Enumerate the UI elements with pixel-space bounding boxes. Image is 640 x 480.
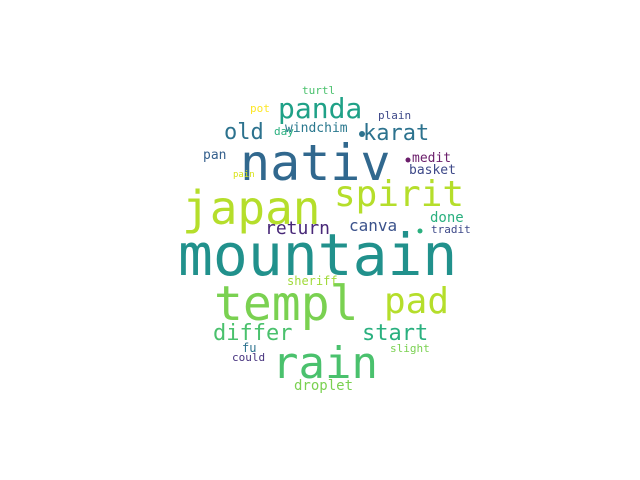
word-spirit: spirit <box>334 174 464 215</box>
word-rain: rain <box>272 338 378 389</box>
word-plain: plain <box>378 109 411 122</box>
word-pad: pad <box>384 281 449 322</box>
word-pot: pot <box>250 102 270 115</box>
word-windchim: windchim <box>285 121 348 136</box>
word-sheriff: sheriff <box>287 274 338 288</box>
word-nativ: nativ <box>240 134 391 192</box>
word-pain: pain <box>233 170 255 180</box>
word-turtl: turtl <box>302 84 335 97</box>
dot-mark-0 <box>359 131 365 137</box>
word-done: done <box>430 210 464 226</box>
word-slight: slight <box>390 342 430 355</box>
word-mountain: mountain <box>178 221 457 289</box>
word-japan: japan <box>182 181 320 235</box>
dot-mark-1 <box>405 157 411 163</box>
word-karat: karat <box>363 121 429 146</box>
word-differ: differ <box>213 321 292 346</box>
word-droplet: droplet <box>294 378 353 394</box>
word-day: day <box>274 125 294 138</box>
word-pan: pan <box>203 148 226 163</box>
word-fu: fu <box>242 341 256 355</box>
dot-mark-2 <box>417 228 423 234</box>
word-basket: basket <box>409 163 456 178</box>
word-panda: panda <box>278 92 362 125</box>
word-start: start <box>362 321 428 346</box>
word-medit: medit <box>412 151 451 166</box>
word-tradit: tradit <box>431 223 471 236</box>
word-old: old <box>224 120 264 145</box>
word-could: could <box>232 351 265 364</box>
word-templ: templ <box>214 276 359 332</box>
word-canva: canva <box>349 216 397 235</box>
word-return: return <box>265 218 330 239</box>
